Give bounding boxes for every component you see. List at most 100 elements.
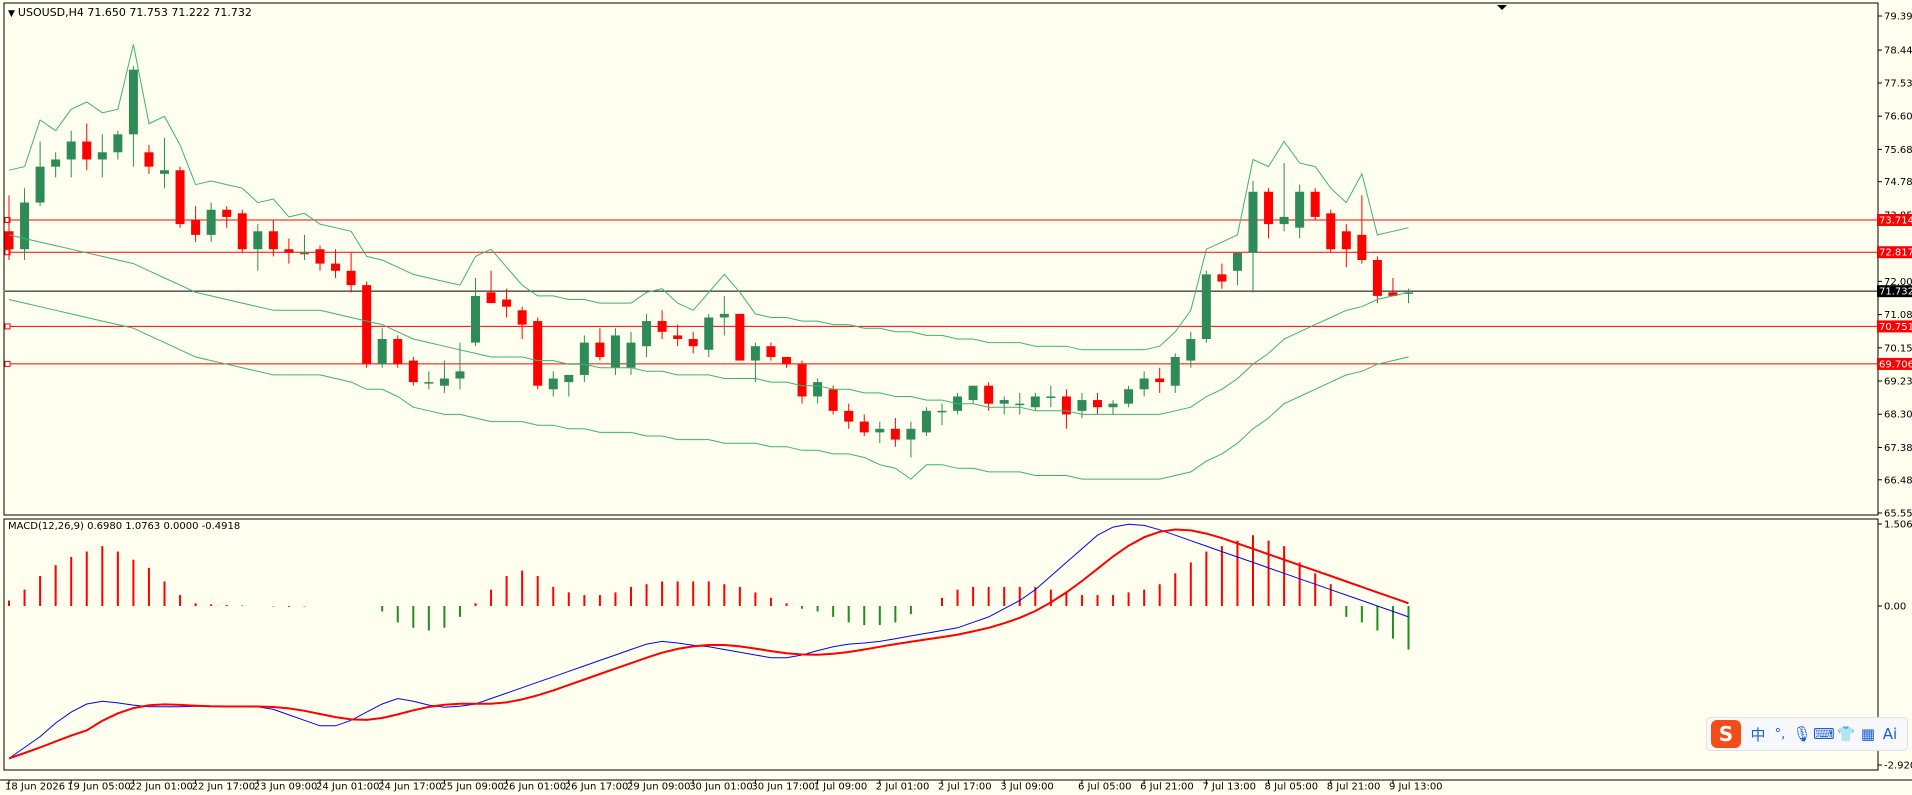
chart-menu-caret-icon[interactable]: ▼ [8, 9, 15, 19]
bear-candle [1357, 234, 1367, 261]
bear-candle [688, 339, 698, 347]
bear-candle [284, 249, 294, 253]
bull-candle [999, 400, 1009, 404]
level-anchor-handle[interactable] [4, 323, 11, 330]
bull-candle [937, 410, 947, 413]
bull-candle [66, 141, 76, 160]
bear-candle [1093, 400, 1102, 408]
bull-candle [548, 378, 558, 390]
bull-candle [968, 385, 978, 401]
sogou-logo-icon[interactable]: S [1711, 720, 1741, 748]
time-axis-label: 19 Jun 05:00 [67, 781, 131, 792]
time-axis-label: 22 Jun 17:00 [192, 781, 256, 792]
level-price-tag [1877, 214, 1912, 227]
bear-candle [408, 360, 418, 383]
time-axis-label: 3 Jul 09:00 [1000, 781, 1054, 792]
bull-candle [626, 342, 636, 368]
price-axis-label: 75.680 [1884, 145, 1912, 156]
time-axis-label: 9 Jul 13:00 [1389, 781, 1443, 792]
bull-candle [704, 317, 714, 350]
bull-candle [206, 209, 216, 235]
bull-candle [1108, 403, 1118, 408]
ai-icon[interactable]: Ai [1882, 725, 1898, 743]
skin-icon[interactable]: 👕 [1836, 725, 1856, 743]
bull-candle [1015, 403, 1025, 406]
ime-toolbar[interactable]: S 中 °, 🎙 ⌨ 👕 ▦ Ai [1706, 717, 1908, 751]
bull-candle [97, 152, 107, 160]
bear-candle [984, 385, 994, 404]
price-axis-label: 77.530 [1884, 78, 1912, 89]
bull-candle [377, 339, 387, 365]
bull-candle [906, 428, 916, 440]
bull-candle [1279, 216, 1289, 225]
bull-candle [579, 342, 589, 375]
bear-candle [175, 170, 185, 225]
bull-candle [253, 231, 263, 250]
bear-candle [82, 141, 92, 160]
bull-candle [299, 252, 309, 255]
bear-candle [844, 410, 854, 422]
bear-candle [1217, 274, 1227, 282]
chart-shift-marker-icon[interactable] [1497, 5, 1507, 10]
keyboard-icon[interactable]: ⌨ [1813, 725, 1835, 743]
time-axis-label: 6 Jul 05:00 [1078, 781, 1132, 792]
time-axis-label: 23 Jun 09:00 [254, 781, 318, 792]
level-price-tag-text: 70.751 [1879, 322, 1912, 333]
bear-candle [533, 321, 543, 386]
bull-candle [455, 371, 465, 379]
bull-candle [439, 378, 449, 386]
time-axis-label: 18 Jun 2026 [5, 781, 65, 792]
macd-axis-label: 1.5061 [1884, 520, 1912, 531]
bull-candle [1077, 400, 1087, 411]
level-price-tag-text: 73.714 [1879, 216, 1912, 227]
price-axis-label: 74.780 [1884, 177, 1912, 188]
bear-candle [517, 310, 527, 325]
bull-candle [1295, 191, 1305, 228]
macd-signal-line [8, 528, 1409, 760]
macd-indicator-label: MACD(12,26,9) 0.6980 1.0763 0.0000 -0.49… [8, 521, 241, 532]
current-price-tag-text: 71.732 [1879, 287, 1912, 298]
level-anchor-handle[interactable] [4, 249, 11, 256]
level-anchor-handle[interactable] [4, 360, 11, 367]
time-axis-label: 2 Jul 01:00 [876, 781, 930, 792]
time-axis-label: 8 Jul 21:00 [1327, 781, 1381, 792]
bull-candle [1139, 378, 1149, 390]
level-price-tag [1877, 357, 1912, 370]
bull-candle [424, 382, 434, 384]
bull-candle [1170, 356, 1180, 386]
level-price-tag [1877, 246, 1912, 259]
bear-candle [331, 263, 341, 271]
time-axis-label: 7 Jul 13:00 [1202, 781, 1256, 792]
bear-candle [315, 249, 325, 264]
bull-candle [1186, 339, 1196, 361]
bear-candle [268, 231, 278, 250]
bear-candle [191, 220, 201, 235]
microphone-icon[interactable]: 🎙 [1792, 725, 1812, 743]
bollinger-lower-band [8, 299, 1409, 480]
macd-pane-frame [3, 518, 1879, 771]
bull-candle [610, 335, 620, 368]
bull-candle [921, 410, 931, 433]
time-axis-label: 24 Jun 01:00 [316, 781, 380, 792]
chart-title-bar: ▼ USOUSD,H4 71.650 71.753 71.222 71.732 [8, 6, 252, 19]
bull-candle [813, 382, 823, 397]
level-anchor-handle[interactable] [4, 217, 11, 224]
toolbox-icon[interactable]: ▦ [1860, 725, 1876, 743]
time-axis-label: 25 Jun 09:00 [440, 781, 504, 792]
bear-candle [502, 299, 512, 307]
bear-candle [362, 285, 372, 365]
price-pane-frame [3, 2, 1879, 516]
price-axis-label: 69.230 [1884, 377, 1912, 388]
bear-candle [1341, 231, 1351, 250]
chinese-mode-icon[interactable]: 中 [1750, 725, 1766, 744]
bear-candle [1155, 378, 1165, 383]
punctuation-icon[interactable]: °, [1774, 726, 1786, 742]
bear-candle [735, 313, 745, 361]
time-axis-label: 6 Jul 21:00 [1140, 781, 1194, 792]
bull-candle [1046, 396, 1056, 398]
time-axis-label: 8 Jul 05:00 [1265, 781, 1319, 792]
bear-candle [1061, 396, 1071, 415]
symbol-quote-text: USOUSD,H4 71.650 71.753 71.222 71.732 [17, 6, 252, 19]
